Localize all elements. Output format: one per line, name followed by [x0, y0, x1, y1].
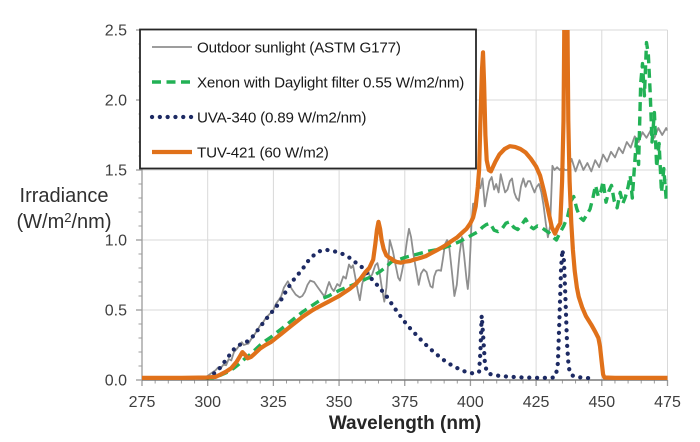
- svg-text:275: 275: [129, 394, 156, 411]
- svg-text:0.5: 0.5: [105, 303, 127, 320]
- svg-text:475: 475: [654, 394, 681, 411]
- svg-text:Xenon with Daylight filter 0.5: Xenon with Daylight filter 0.55 W/m2/nm): [197, 74, 464, 91]
- svg-text:Outdoor sunlight (ASTM G177): Outdoor sunlight (ASTM G177): [197, 39, 401, 56]
- svg-text:2.0: 2.0: [105, 93, 127, 110]
- svg-text:375: 375: [391, 394, 418, 411]
- svg-text:2.5: 2.5: [105, 23, 127, 40]
- svg-text:UVA-340 (0.89 W/m2/nm): UVA-340 (0.89 W/m2/nm): [197, 109, 366, 126]
- svg-text:(W/m2/nm): (W/m2/nm): [17, 210, 112, 233]
- svg-text:TUV-421 (60 W/m2): TUV-421 (60 W/m2): [197, 144, 329, 161]
- svg-text:325: 325: [260, 394, 287, 411]
- svg-text:1.5: 1.5: [105, 163, 127, 180]
- svg-text:Irradiance: Irradiance: [20, 185, 109, 207]
- svg-text:350: 350: [326, 394, 353, 411]
- svg-text:400: 400: [457, 394, 484, 411]
- svg-text:0.0: 0.0: [105, 373, 127, 390]
- svg-text:300: 300: [194, 394, 221, 411]
- svg-text:450: 450: [588, 394, 615, 411]
- svg-text:1.0: 1.0: [105, 233, 127, 250]
- svg-text:425: 425: [523, 394, 550, 411]
- svg-text:Wavelength (nm): Wavelength (nm): [329, 413, 481, 434]
